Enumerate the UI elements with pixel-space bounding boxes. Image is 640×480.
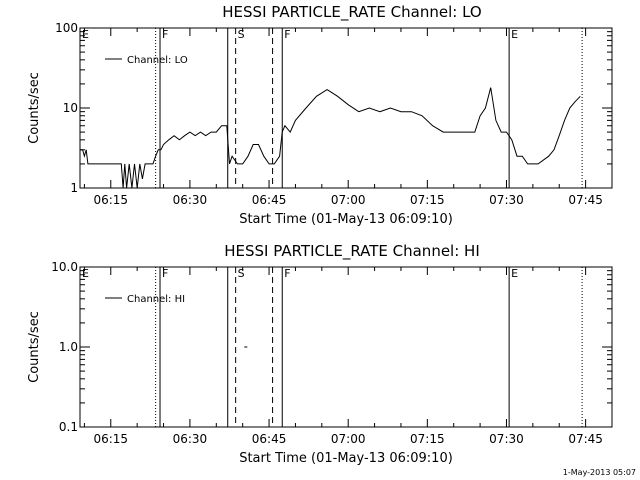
x-tick-label: 06:15 — [93, 193, 128, 207]
x-tick-label: 06:45 — [252, 193, 287, 207]
x-tick-label: 07:45 — [568, 432, 603, 446]
x-tick-label: 07:15 — [410, 193, 445, 207]
x-tick-label: 07:00 — [331, 193, 366, 207]
event-marker-label: S — [238, 28, 245, 41]
hi-legend-label: Channel: HI — [127, 294, 185, 305]
lo-y-ticks: 1 10 100 — [55, 21, 612, 195]
x-tick-label: 07:30 — [489, 432, 524, 446]
hi-x-ticks: 06:15 06:30 06:45 07:00 07:15 07:30 07:45 — [83, 267, 603, 446]
event-marker-label: E — [82, 28, 89, 41]
event-marker-label: E — [511, 28, 518, 41]
y-tick-label: 0.1 — [59, 420, 78, 434]
hi-y-ticks: 0.1 1.0 10.0 — [51, 260, 612, 434]
event-marker-label: F — [162, 28, 168, 41]
hi-channel-panel: HESSI PARTICLE_RATE Channel: HI Counts/s… — [27, 242, 613, 466]
lo-legend-label: Channel: LO — [127, 55, 188, 66]
x-tick-label: 06:15 — [93, 432, 128, 446]
lo-x-axis-label: Start Time (01-May-13 06:09:10) — [239, 212, 453, 227]
lo-chart-title: HESSI PARTICLE_RATE Channel: LO — [222, 3, 481, 22]
y-tick-label: 1 — [70, 181, 78, 195]
lo-y-axis-label: Counts/sec — [27, 72, 42, 144]
event-marker-label: E — [511, 267, 518, 280]
x-tick-label: 07:45 — [568, 193, 603, 207]
event-marker-label: F — [284, 28, 290, 41]
y-tick-label: 10 — [63, 101, 78, 115]
lo-channel-panel: HESSI PARTICLE_RATE Channel: LO Counts/s… — [27, 3, 613, 227]
x-tick-label: 06:45 — [252, 432, 287, 446]
hi-y-axis-label: Counts/sec — [27, 311, 42, 383]
series-line-0 — [80, 87, 581, 189]
plot-date-stamp: 1-May-2013 05:07 — [563, 468, 636, 477]
x-tick-label: 06:30 — [173, 432, 208, 446]
hi-x-axis-label: Start Time (01-May-13 06:09:10) — [239, 451, 453, 466]
hi-chart-title: HESSI PARTICLE_RATE Channel: HI — [224, 242, 480, 261]
event-marker-label: E — [82, 267, 89, 280]
y-tick-label: 1.0 — [59, 340, 78, 354]
x-tick-label: 07:30 — [489, 193, 524, 207]
x-tick-label: 06:30 — [173, 193, 208, 207]
lo-x-ticks: 06:15 06:30 06:45 07:00 07:15 07:30 07:45 — [83, 28, 603, 207]
event-marker-label: F — [284, 267, 290, 280]
y-tick-label: 10.0 — [51, 260, 78, 274]
event-marker-label: F — [162, 267, 168, 280]
x-tick-label: 07:15 — [410, 432, 445, 446]
lo-data-series — [80, 87, 581, 189]
x-tick-label: 07:00 — [331, 432, 366, 446]
y-tick-label: 100 — [55, 21, 78, 35]
event-marker-label: S — [238, 267, 245, 280]
